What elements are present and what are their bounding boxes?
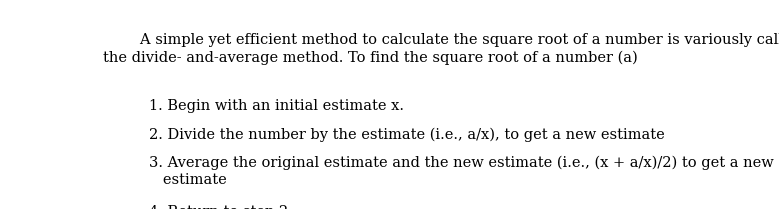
Text: A simple yet efficient method to calculate the square root of a number is variou: A simple yet efficient method to calcula… xyxy=(104,33,779,65)
Text: 2. Divide the number by the estimate (i.e., a/x), to get a new estimate: 2. Divide the number by the estimate (i.… xyxy=(149,127,664,142)
Text: 1. Begin with an initial estimate x.: 1. Begin with an initial estimate x. xyxy=(149,99,404,113)
Text: 4. Return to step 2.: 4. Return to step 2. xyxy=(149,205,292,209)
Text: 3. Average the original estimate and the new estimate (i.e., (x + a/x)/2) to get: 3. Average the original estimate and the… xyxy=(149,155,774,187)
